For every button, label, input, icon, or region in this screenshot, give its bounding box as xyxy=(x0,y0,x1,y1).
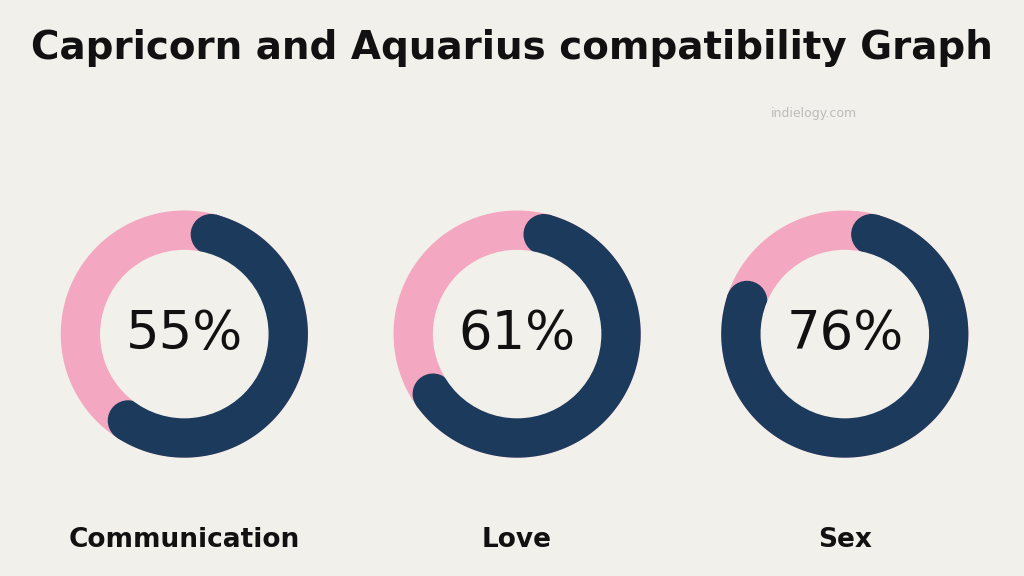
Circle shape xyxy=(524,215,563,254)
Text: 55%: 55% xyxy=(126,308,243,360)
Circle shape xyxy=(191,215,230,254)
Text: 61%: 61% xyxy=(459,308,575,360)
Circle shape xyxy=(414,374,453,414)
Circle shape xyxy=(524,215,563,254)
Circle shape xyxy=(852,215,891,254)
Polygon shape xyxy=(61,211,307,457)
Polygon shape xyxy=(417,215,640,457)
Polygon shape xyxy=(722,211,968,457)
Text: Sex: Sex xyxy=(818,527,871,553)
Circle shape xyxy=(524,215,563,254)
Circle shape xyxy=(100,251,268,418)
Circle shape xyxy=(852,215,891,254)
Circle shape xyxy=(761,251,929,418)
Circle shape xyxy=(727,282,767,321)
Text: Love: Love xyxy=(482,527,552,553)
Text: 76%: 76% xyxy=(786,308,903,360)
Circle shape xyxy=(191,215,230,254)
Polygon shape xyxy=(722,215,968,457)
Circle shape xyxy=(852,215,891,254)
Text: indielogy.com: indielogy.com xyxy=(771,107,857,120)
Polygon shape xyxy=(118,215,307,457)
Polygon shape xyxy=(394,211,640,457)
Text: Capricorn and Aquarius compatibility Graph: Capricorn and Aquarius compatibility Gra… xyxy=(31,29,993,67)
Circle shape xyxy=(109,401,147,440)
Circle shape xyxy=(433,251,601,418)
Text: Communication: Communication xyxy=(69,527,300,553)
Circle shape xyxy=(191,215,230,254)
